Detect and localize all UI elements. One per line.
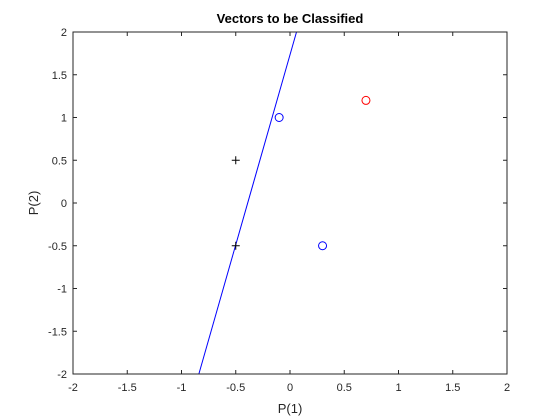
x-tick-label: 0	[287, 382, 293, 394]
chart-title: Vectors to be Classified	[217, 11, 364, 26]
x-tick-label: -2	[68, 382, 78, 394]
y-tick-label: 2	[61, 27, 67, 39]
y-tick-label: -0.5	[48, 241, 67, 253]
x-tick-label: -1.5	[118, 382, 137, 394]
circle-marker	[318, 241, 328, 251]
y-tick-label: 0	[61, 198, 67, 210]
y-tick-label: -1	[57, 284, 67, 296]
x-axis-label: P(1)	[278, 401, 303, 416]
x-tick-label: 0.5	[337, 382, 352, 394]
plus-marker	[231, 156, 240, 165]
circle-marker	[274, 113, 284, 122]
axes-box	[72, 31, 508, 375]
marks-group	[198, 31, 371, 375]
plus-marker	[231, 241, 240, 250]
y-tick-label: 1.5	[52, 70, 67, 82]
y-tick-label: -2	[57, 369, 67, 381]
x-tick-label: -1	[177, 382, 187, 394]
x-tick-label: 1.5	[445, 382, 460, 394]
x-tick-label: -0.5	[226, 382, 245, 394]
y-tick-label: 0.5	[52, 155, 67, 167]
circle-marker	[361, 95, 371, 105]
tick-group: -2 -1.5 -1 -0.5 0 0.5 1 1.5 2 -2 -1.5 -1 -0.5 0 0.5 1 1.…	[48, 27, 510, 394]
y-tick-label: -1.5	[48, 326, 67, 338]
x-tick-label: 1	[395, 382, 401, 394]
x-tick-label: 2	[504, 382, 510, 394]
decision-boundary-line	[198, 31, 297, 375]
y-axis-label: P(2)	[26, 191, 41, 216]
y-tick-label: 1	[61, 113, 67, 125]
